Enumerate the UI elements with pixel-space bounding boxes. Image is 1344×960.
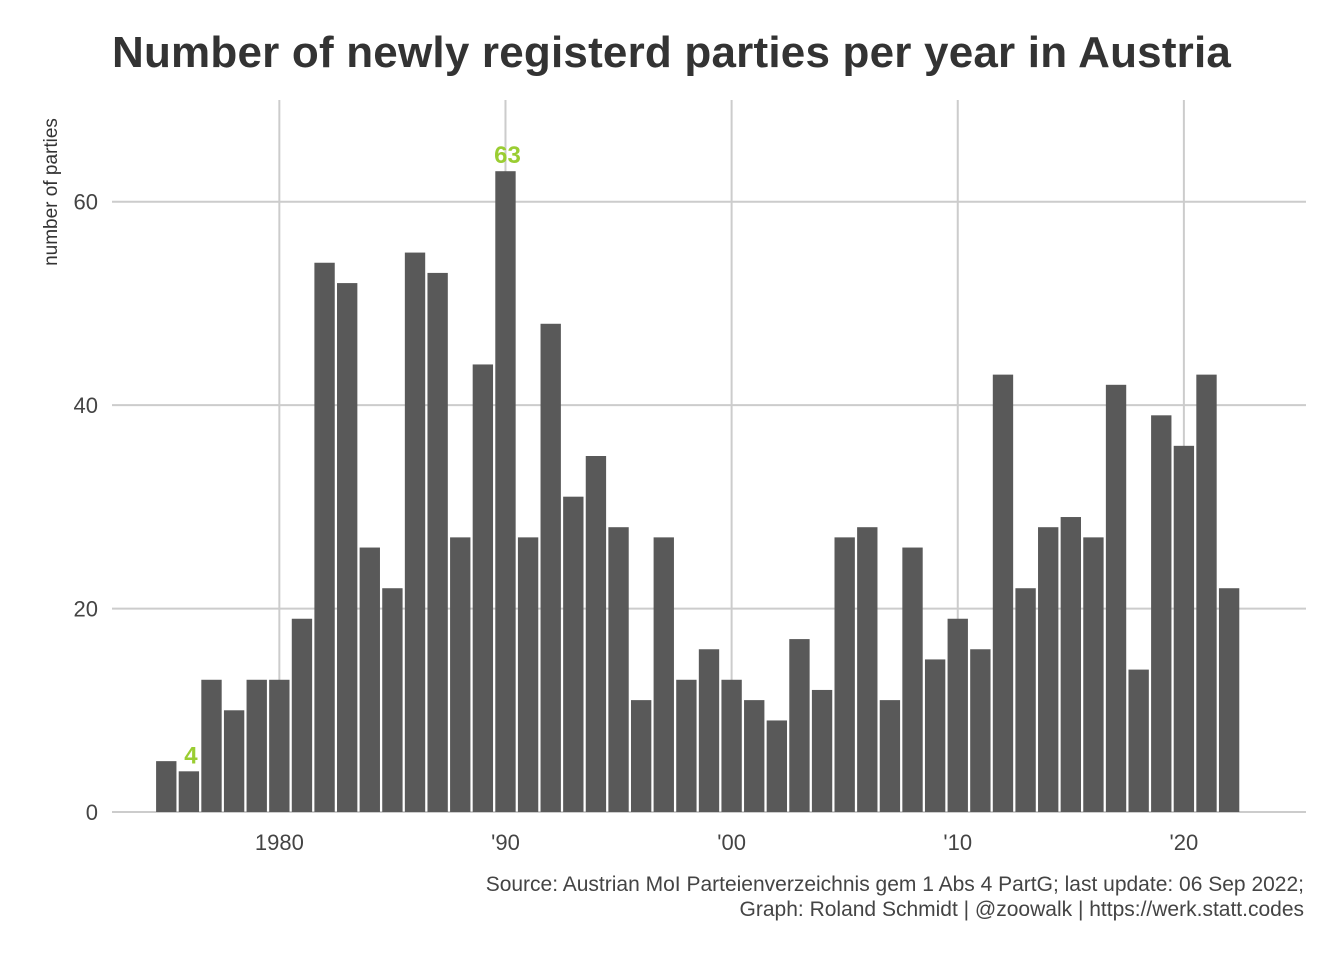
bar-1978 — [223, 710, 245, 812]
bar-1997 — [653, 537, 674, 812]
bar-1993 — [563, 496, 584, 812]
bar-1977 — [201, 679, 222, 812]
bar-2014 — [1038, 527, 1059, 812]
x-tick-label: 1980 — [255, 830, 304, 855]
bar-1981 — [291, 618, 313, 812]
bar-1986 — [404, 252, 426, 813]
y-tick-label: 40 — [74, 393, 98, 418]
y-tick-label: 20 — [74, 597, 98, 622]
y-tick-label: 0 — [86, 800, 98, 825]
bar-2010 — [947, 618, 968, 812]
bar-2012 — [992, 374, 1014, 812]
bar-2021 — [1196, 374, 1217, 812]
bar-1982 — [314, 262, 335, 812]
bar-2006 — [857, 527, 878, 812]
bar-2007 — [879, 700, 901, 812]
bar-1985 — [382, 588, 403, 812]
bar-1989 — [472, 364, 494, 812]
bar-1980 — [269, 679, 290, 812]
bar-2008 — [902, 547, 923, 812]
y-axis-title: number of parties — [41, 118, 62, 266]
bar-1996 — [630, 700, 652, 812]
bar-2000 — [721, 679, 742, 812]
bar-1976 — [178, 771, 200, 812]
axis-ticks: 0 20 40 60 1980 '90 '00 '10 '20 — [74, 190, 1199, 855]
caption: Source: Austrian MoI Parteienverzeichnis… — [486, 872, 1304, 922]
data-label-1990: 63 — [494, 142, 521, 169]
bar-2017 — [1105, 384, 1127, 812]
x-tick-label: '00 — [717, 830, 746, 855]
bar-2004 — [811, 689, 833, 812]
bars — [156, 171, 1240, 813]
bar-1999 — [698, 649, 720, 812]
bar-1979 — [246, 679, 267, 812]
bar-2015 — [1060, 517, 1081, 812]
data-labels: 4 63 — [184, 142, 521, 769]
x-tick-label: '20 — [1170, 830, 1199, 855]
bar-2013 — [1015, 588, 1036, 812]
bar-1983 — [337, 283, 358, 813]
data-label-1976: 4 — [184, 742, 198, 769]
bar-2009 — [924, 659, 946, 812]
x-tick-label: '10 — [943, 830, 972, 855]
chart-title: Number of newly registerd parties per ye… — [112, 28, 1232, 77]
bar-2003 — [789, 639, 810, 812]
bar-2011 — [970, 649, 991, 812]
bar-1991 — [517, 537, 539, 812]
bar-1987 — [427, 272, 448, 812]
bar-1998 — [676, 679, 697, 812]
bar-2002 — [766, 720, 788, 812]
bar-1988 — [450, 537, 471, 812]
bar-2005 — [834, 537, 855, 812]
bar-1992 — [540, 323, 561, 812]
caption-source: Source: Austrian MoI Parteienverzeichnis… — [485, 873, 1304, 896]
x-tick-label: '90 — [491, 830, 520, 855]
bar-1975 — [156, 761, 177, 812]
bar-1990 — [495, 171, 516, 812]
bar-1995 — [608, 527, 629, 812]
bar-1994 — [585, 456, 607, 812]
bar-2016 — [1083, 537, 1104, 812]
caption-credit: Graph: Roland Schmidt | @zoowalk | https… — [739, 898, 1304, 921]
bar-2018 — [1128, 669, 1149, 812]
bar-2001 — [744, 700, 765, 812]
bar-2022 — [1218, 588, 1240, 812]
y-tick-label: 60 — [74, 190, 98, 215]
bar-2019 — [1151, 415, 1172, 812]
bar-2020 — [1173, 445, 1195, 812]
bar-1984 — [359, 547, 380, 812]
